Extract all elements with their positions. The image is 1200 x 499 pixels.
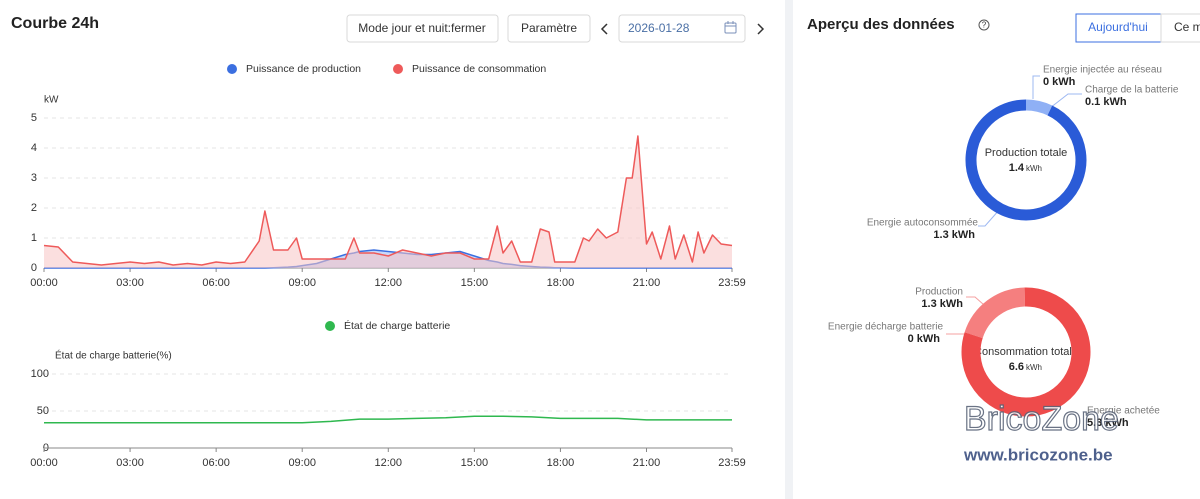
segment-label: Energie décharge batterie xyxy=(828,322,944,333)
x-tick-label: 23:59 xyxy=(718,457,746,469)
donut-center-label: Consommation totale xyxy=(974,346,1078,358)
tab-today-label[interactable]: Aujourd'hui xyxy=(1088,20,1148,34)
panel-gap xyxy=(785,0,793,499)
series-line xyxy=(43,135,733,266)
help-icon[interactable] xyxy=(978,19,990,31)
x-tick-label: 03:00 xyxy=(116,277,144,289)
x-tick-label: 03:00 xyxy=(116,457,144,469)
segment-value: 5.3 kWh xyxy=(1087,417,1129,429)
x-tick-label: 18:00 xyxy=(547,277,575,289)
x-tick-label: 06:00 xyxy=(202,277,230,289)
donut-total: 1.4 xyxy=(1009,162,1025,174)
settings-button-label[interactable]: Paramètre xyxy=(521,21,577,35)
x-tick-label: 12:00 xyxy=(375,277,403,289)
segment-value: 0 kWh xyxy=(1043,76,1076,88)
x-tick-label: 21:00 xyxy=(633,457,661,469)
legend-label: Puissance de consommation xyxy=(412,63,546,75)
date-picker[interactable] xyxy=(618,14,746,43)
segment-label: Energie injectée au réseau xyxy=(1043,65,1162,76)
calendar-icon[interactable] xyxy=(724,21,737,34)
settings-button[interactable] xyxy=(507,14,591,43)
y-tick-label: 4 xyxy=(31,142,37,154)
y-tick-label: 3 xyxy=(31,172,37,184)
series-line xyxy=(44,415,732,424)
donut-total: 6.6 xyxy=(1009,361,1024,373)
x-tick-label: 18:00 xyxy=(547,457,575,469)
segment-label: Energie autoconsommée xyxy=(867,218,979,229)
x-tick-label: 00:00 xyxy=(30,457,58,469)
x-tick-label: 15:00 xyxy=(461,457,489,469)
segment-label: Production xyxy=(915,287,963,298)
x-tick-label: 15:00 xyxy=(461,277,489,289)
donut-unit: kWh xyxy=(1026,164,1042,173)
tab-month[interactable] xyxy=(1160,13,1200,43)
donut-center-label: Production totale xyxy=(985,147,1068,159)
next-day[interactable] xyxy=(757,23,765,35)
legend-marker xyxy=(325,321,335,331)
x-tick-label: 21:00 xyxy=(633,277,661,289)
donut-segment xyxy=(1025,99,1053,116)
legend-label: État de charge batterie xyxy=(344,319,450,332)
y-tick-label: 0 xyxy=(31,262,37,274)
segment-label: Charge de la batterie xyxy=(1085,85,1179,96)
segment-value: 0.1 kWh xyxy=(1085,96,1127,108)
y-tick-label: 100 xyxy=(31,368,49,380)
x-tick-label: 23:59 xyxy=(718,277,746,289)
legend-marker xyxy=(227,64,237,74)
donuts xyxy=(961,99,1091,417)
donut-segment xyxy=(965,99,1087,221)
y-tick-label: 2 xyxy=(31,202,37,214)
y-tick-label: 1 xyxy=(31,232,37,244)
x-tick-label: 09:00 xyxy=(288,457,316,469)
mode-button-label[interactable]: Mode jour et nuit:fermer xyxy=(358,21,485,35)
segment-label: Energie achetée xyxy=(1087,406,1160,417)
watermark-url: www.bricozone.be xyxy=(963,445,1113,464)
overview-title: Aperçu des données xyxy=(807,16,955,33)
y-axis-label: État de charge batterie(%) xyxy=(55,349,172,362)
y-axis-label: kW xyxy=(44,95,59,106)
tab-month-label[interactable]: Ce m xyxy=(1174,20,1200,34)
panel-title: Courbe 24h xyxy=(11,15,99,32)
prev-day[interactable] xyxy=(600,23,608,35)
x-tick-label: 00:00 xyxy=(30,277,58,289)
y-tick-label: 50 xyxy=(37,405,49,417)
donut-segment xyxy=(961,287,1091,417)
area xyxy=(44,136,732,268)
mode-button[interactable] xyxy=(346,14,499,43)
segment-value: 1.3 kWh xyxy=(921,298,963,310)
x-tick-label: 09:00 xyxy=(288,277,316,289)
legend-label: Puissance de production xyxy=(246,63,361,75)
x-tick-label: 12:00 xyxy=(375,457,403,469)
y-tick-label: 5 xyxy=(31,112,37,124)
legend-marker xyxy=(393,64,403,74)
help-icon-mark[interactable]: ? xyxy=(982,21,987,30)
line-chart: kW 0 1 2 3 4 5 00:00 03:00 06:00 09:00 12:00 15:00 18… xyxy=(30,63,746,289)
date-value[interactable]: 2026-01-28 xyxy=(628,21,690,35)
segment-value: 1.3 kWh xyxy=(933,229,975,241)
segment-value: 0 kWh xyxy=(908,333,941,345)
donut-unit: kWh xyxy=(1026,363,1042,372)
watermark-text: BricoZone xyxy=(964,400,1119,438)
donut-segment xyxy=(964,287,1026,339)
x-tick-label: 06:00 xyxy=(202,457,230,469)
